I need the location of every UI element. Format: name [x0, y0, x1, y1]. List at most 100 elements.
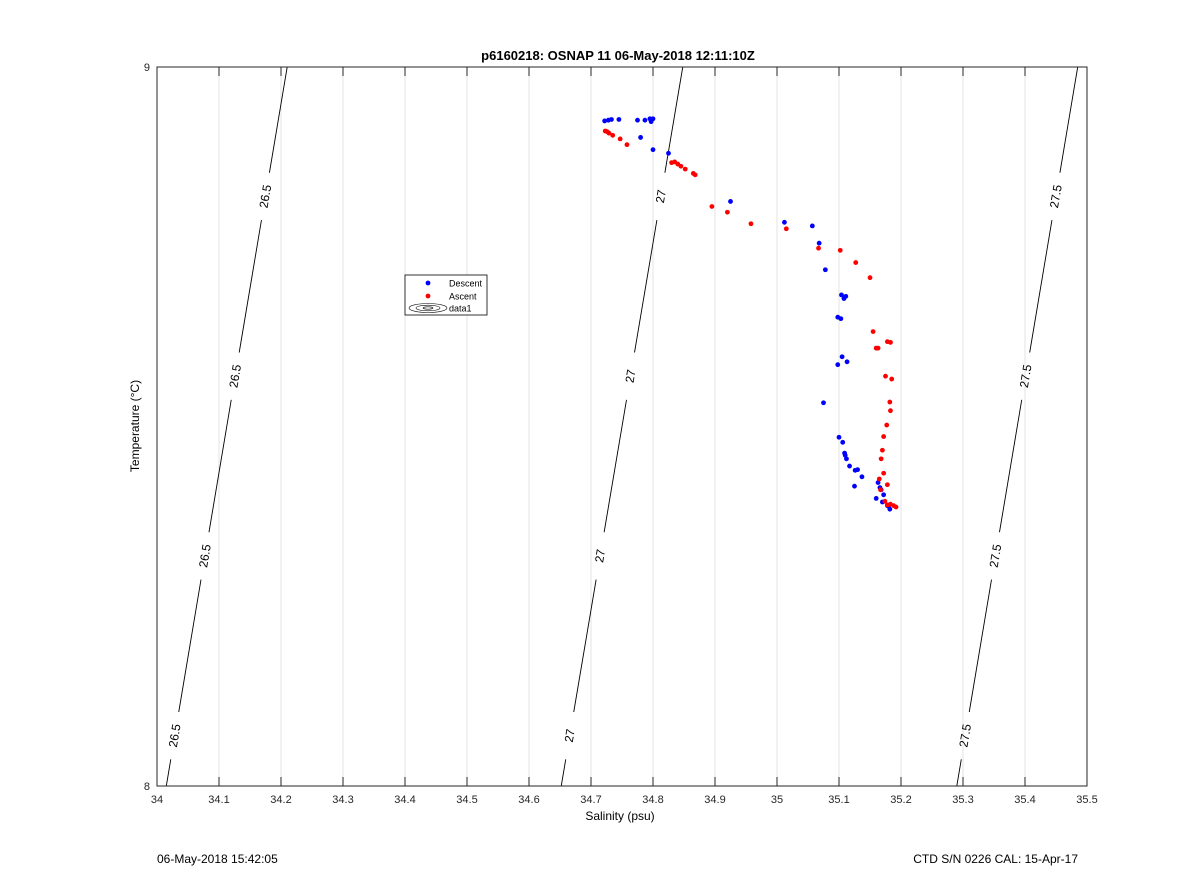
ascent-point — [682, 166, 688, 172]
ascent-point — [884, 422, 890, 428]
x-tick-label: 34.6 — [518, 794, 539, 806]
isopycnal-label: 27.5 — [956, 723, 974, 749]
footer-timestamp: 06-May-2018 15:42:05 — [157, 852, 278, 866]
ascent-point — [606, 130, 612, 136]
chart-title: p6160218: OSNAP 11 06-May-2018 12:11:10Z — [481, 48, 755, 63]
ascent-point — [867, 275, 873, 281]
descent-point — [836, 434, 842, 440]
x-tick-label: 34.3 — [332, 794, 353, 806]
isopycnal-label: 27.5 — [1047, 183, 1065, 209]
isopycnal-label: 26.5 — [226, 363, 244, 389]
isopycnal-label: 27 — [592, 548, 608, 564]
descent-point — [835, 314, 841, 320]
ascent-point — [889, 376, 895, 382]
descent-point — [728, 199, 733, 204]
x-tick-label: 35.5 — [1076, 794, 1097, 806]
isopycnal-line — [560, 66, 684, 787]
descent-point — [839, 354, 845, 360]
descent-point — [650, 147, 656, 153]
x-axis-label: Salinity (psu) — [585, 809, 654, 823]
grid-layer — [218, 67, 1026, 786]
y-tick-label: 8 — [144, 781, 150, 793]
isopycnal-label: 27 — [653, 188, 669, 204]
descent-point — [616, 117, 622, 122]
legend-descent-label: Descent — [449, 279, 483, 289]
ascent-point — [887, 399, 893, 405]
descent-point — [844, 456, 849, 462]
legend: Descent Ascent data1 — [404, 274, 488, 316]
isopycnal-line — [956, 66, 1079, 787]
ascent-point — [692, 172, 698, 178]
ascent-point — [881, 470, 887, 476]
y-axis-label: Temperature (°C) — [128, 380, 142, 472]
x-tick-label: 35.3 — [952, 794, 973, 806]
isopycnal-label: 27.5 — [987, 543, 1005, 569]
descent-point — [855, 467, 860, 473]
ascent-point — [678, 163, 684, 169]
isopycnal-label: 27 — [622, 368, 638, 384]
legend-contour-icon — [408, 303, 448, 313]
descent-point — [638, 135, 643, 140]
x-tick-label: 34.4 — [394, 794, 415, 806]
x-tick-label: 35.1 — [828, 794, 849, 806]
descent-point — [821, 400, 826, 406]
x-tick-label: 34 — [151, 794, 163, 806]
ascent-point — [870, 329, 876, 334]
x-tick-label: 35 — [771, 794, 783, 806]
isopycnal-label: 26.5 — [257, 183, 275, 209]
ascent-point — [748, 221, 754, 227]
descent-point — [635, 117, 640, 123]
ascent-point — [884, 482, 890, 488]
descent-point — [881, 492, 887, 498]
x-tick-label: 34.8 — [642, 794, 663, 806]
descent-point — [839, 292, 844, 298]
ascent-point — [888, 339, 893, 345]
ascent-point — [624, 142, 630, 148]
x-tick-label: 34.2 — [270, 794, 291, 806]
descent-point — [835, 362, 841, 368]
ascent-point — [876, 476, 882, 482]
descent-point — [843, 293, 849, 299]
legend-box — [404, 274, 488, 316]
legend-ascent-marker — [425, 293, 431, 299]
descent-point — [609, 117, 614, 122]
descent-point — [602, 118, 608, 124]
ascent-point — [617, 136, 623, 142]
isopycnal-line — [165, 66, 288, 787]
ascent-point — [853, 260, 859, 265]
ascent-point — [888, 408, 893, 414]
legend-descent-marker — [425, 280, 431, 286]
isopycnal-label: 27.5 — [1017, 363, 1035, 389]
descent-point — [847, 463, 852, 469]
ascent-point — [837, 247, 843, 253]
descent-point — [873, 496, 879, 501]
descent-point — [844, 359, 850, 365]
x-tick-label: 35.2 — [890, 794, 911, 806]
ascent-point — [880, 447, 885, 453]
descent-point — [666, 150, 671, 156]
footer-instrument-info: CTD S/N 0226 CAL: 15-Apr-17 — [913, 852, 1078, 866]
x-tick-label: 34.7 — [580, 794, 601, 806]
plot-frame — [156, 66, 1088, 787]
descent-point — [648, 119, 654, 125]
x-tick-label: 34.5 — [456, 794, 477, 806]
legend-data1-label: data1 — [449, 304, 472, 314]
isopycnal-layer: 26.5 26.5 26.5 26.5 27 27 27 27 27.5 27.5 27.5 27.5 — [165, 66, 1079, 787]
x-tick-label: 35.4 — [1014, 794, 1035, 806]
isopycnal-label: 27 — [562, 728, 578, 744]
ascent-point — [783, 226, 789, 232]
descent-point — [852, 483, 857, 489]
tick-layer: 34 34.1 34.2 34.3 34.4 34.5 34.6 34.7 34.8 34.9 35… — [144, 62, 1098, 806]
descent-point — [859, 474, 865, 480]
ascent-point — [893, 504, 899, 510]
isopycnal-label: 26.5 — [166, 723, 184, 749]
ascent-point — [878, 487, 883, 493]
ascent-point — [882, 498, 888, 504]
isopycnal-label: 26.5 — [196, 543, 214, 569]
x-tick-label: 34.1 — [208, 794, 229, 806]
ascent-point — [709, 204, 715, 209]
ascent-point — [878, 456, 884, 462]
legend-ascent-label: Ascent — [449, 292, 477, 302]
descent-point — [782, 219, 787, 225]
